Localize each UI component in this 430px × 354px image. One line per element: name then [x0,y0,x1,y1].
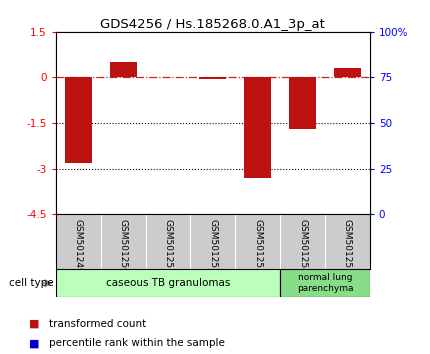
Text: GSM501250: GSM501250 [119,218,128,273]
Text: GSM501252: GSM501252 [209,218,217,273]
Text: normal lung
parenchyma: normal lung parenchyma [297,274,353,293]
Text: ■: ■ [29,319,40,329]
Title: GDS4256 / Hs.185268.0.A1_3p_at: GDS4256 / Hs.185268.0.A1_3p_at [101,18,325,31]
Bar [280,269,370,297]
Text: GSM501249: GSM501249 [74,218,83,273]
Text: GSM501255: GSM501255 [343,218,352,273]
Bar [110,62,137,78]
Text: GSM501254: GSM501254 [298,218,307,273]
Text: ■: ■ [29,338,40,348]
Bar [334,68,361,78]
Text: caseous TB granulomas: caseous TB granulomas [106,278,230,288]
Bar [65,78,92,162]
Text: GSM501253: GSM501253 [253,218,262,273]
Bar [200,78,226,79]
Bar [56,269,280,297]
Text: GSM501251: GSM501251 [163,218,172,273]
Bar [289,78,316,129]
Text: cell type: cell type [9,278,53,288]
Bar [244,78,271,178]
Text: transformed count: transformed count [49,319,147,329]
Text: percentile rank within the sample: percentile rank within the sample [49,338,225,348]
